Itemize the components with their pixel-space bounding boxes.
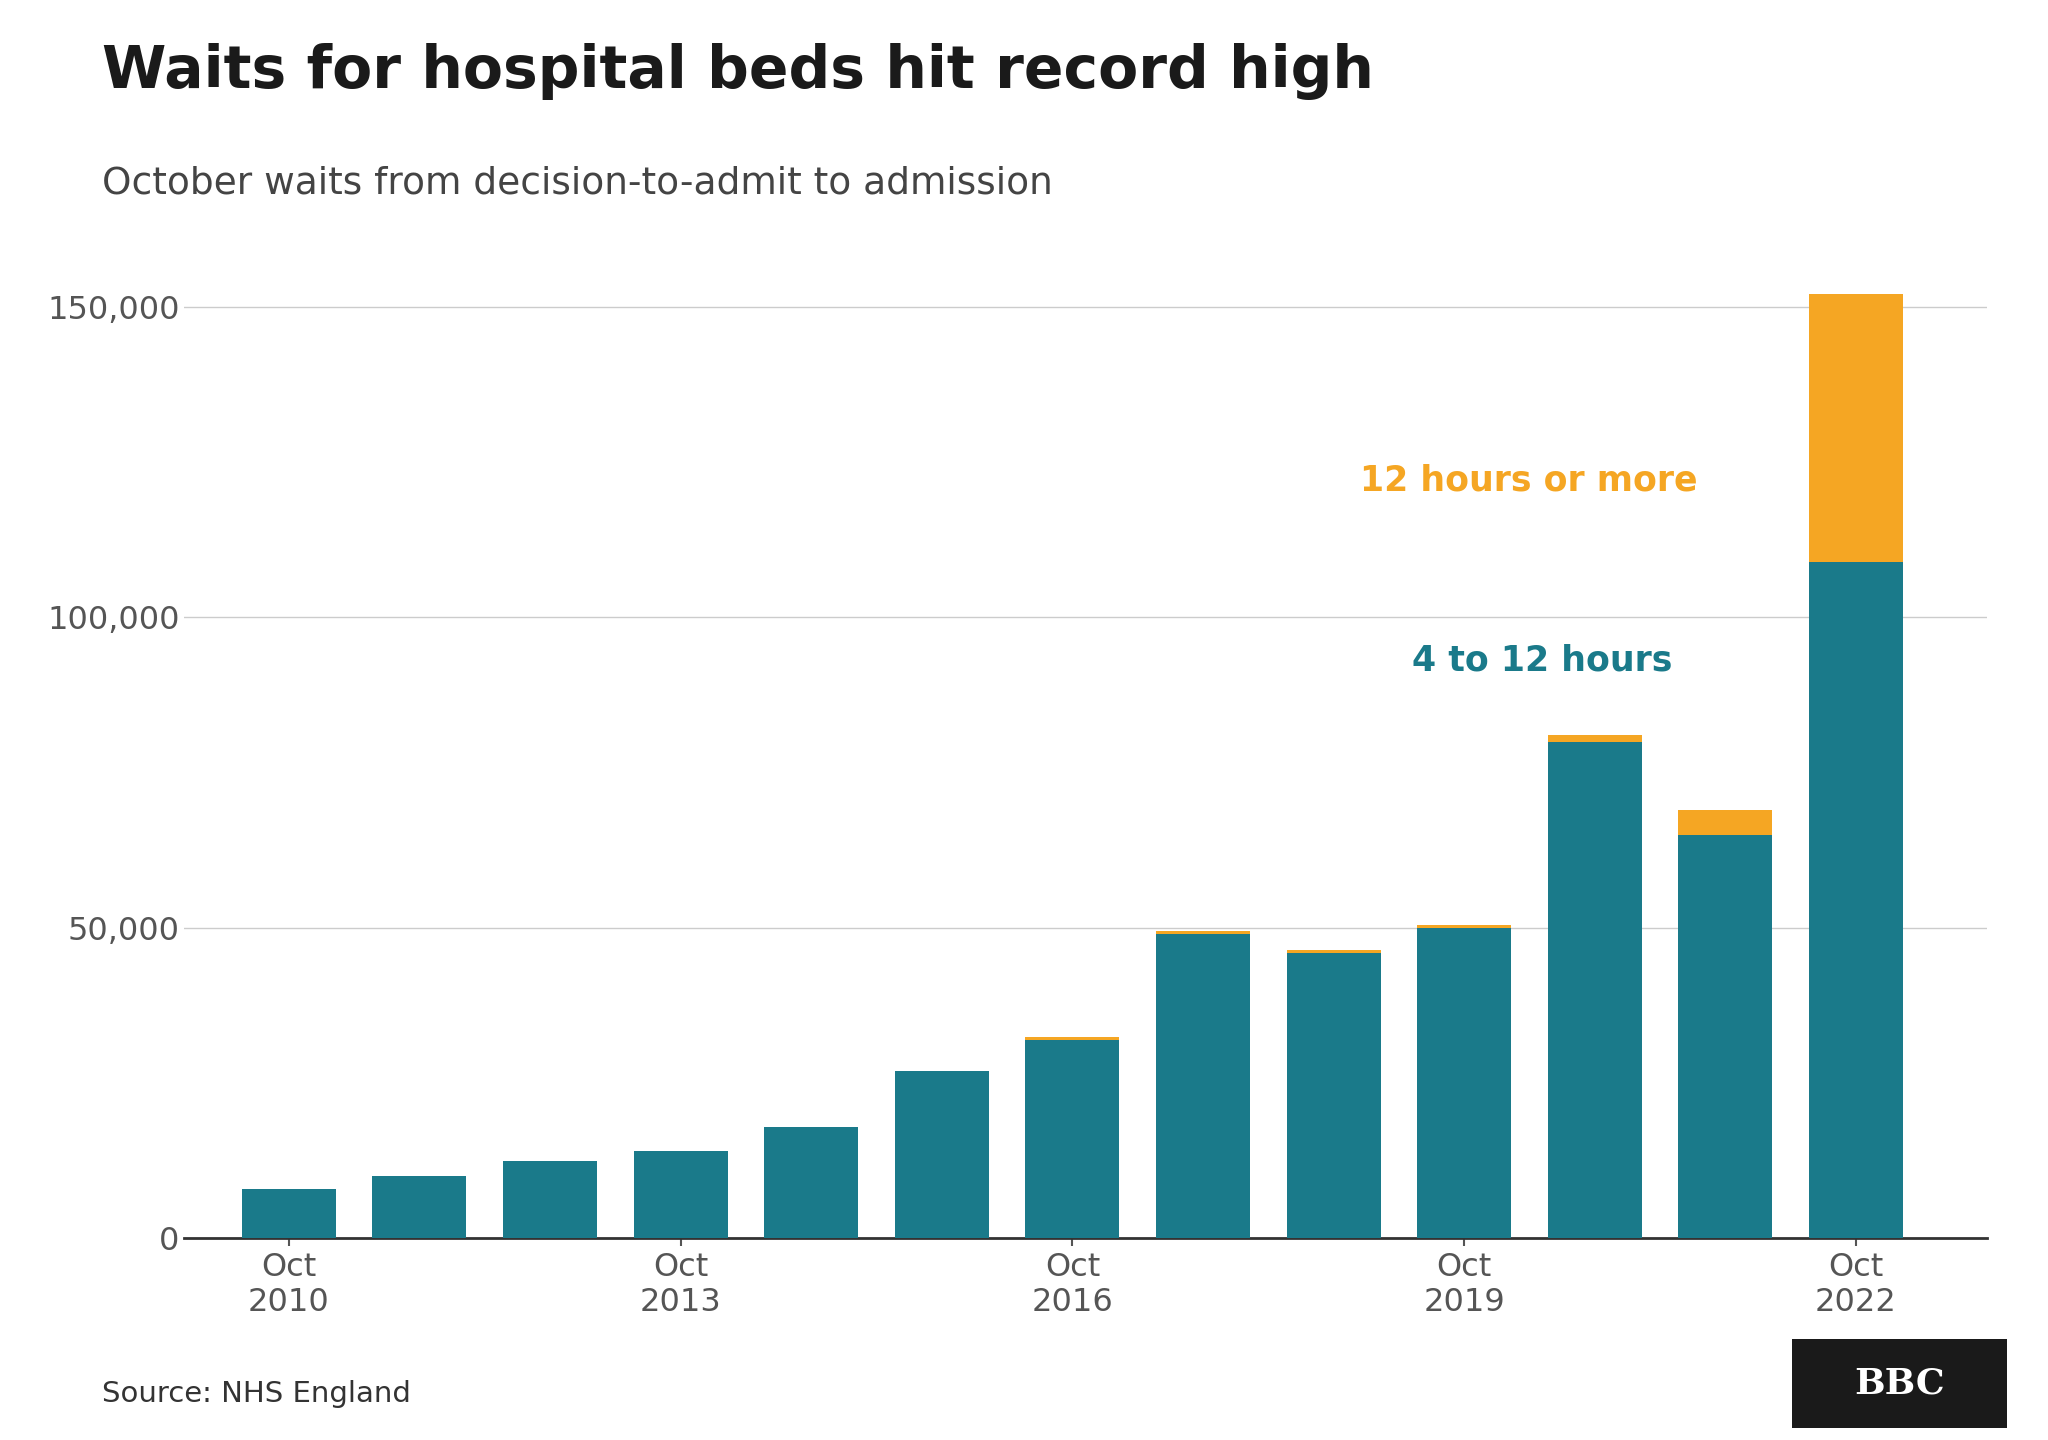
Text: October waits from decision-to-admit to admission: October waits from decision-to-admit to … xyxy=(102,166,1053,202)
Bar xyxy=(1286,953,1380,1238)
Bar xyxy=(1026,1037,1120,1040)
Bar xyxy=(1417,927,1511,1238)
Bar xyxy=(1548,742,1642,1238)
Bar xyxy=(1286,949,1380,953)
Text: 4 to 12 hours: 4 to 12 hours xyxy=(1411,644,1673,678)
Text: 12 hours or more: 12 hours or more xyxy=(1360,464,1698,498)
Bar xyxy=(1679,809,1772,835)
Bar xyxy=(764,1126,858,1238)
Bar xyxy=(1026,1040,1120,1238)
Text: Source: NHS England: Source: NHS England xyxy=(102,1381,412,1408)
Bar xyxy=(895,1071,989,1238)
Bar xyxy=(1155,935,1249,1238)
Bar xyxy=(633,1152,727,1238)
Bar xyxy=(1808,295,1903,562)
Bar xyxy=(1679,835,1772,1238)
Bar xyxy=(1417,924,1511,927)
Bar xyxy=(373,1176,467,1238)
Bar xyxy=(242,1189,336,1238)
Bar xyxy=(1808,562,1903,1238)
Bar xyxy=(1548,736,1642,742)
Text: BBC: BBC xyxy=(1853,1367,1946,1401)
Text: Waits for hospital beds hit record high: Waits for hospital beds hit record high xyxy=(102,43,1374,101)
Bar xyxy=(504,1161,598,1238)
Bar xyxy=(1155,932,1249,935)
